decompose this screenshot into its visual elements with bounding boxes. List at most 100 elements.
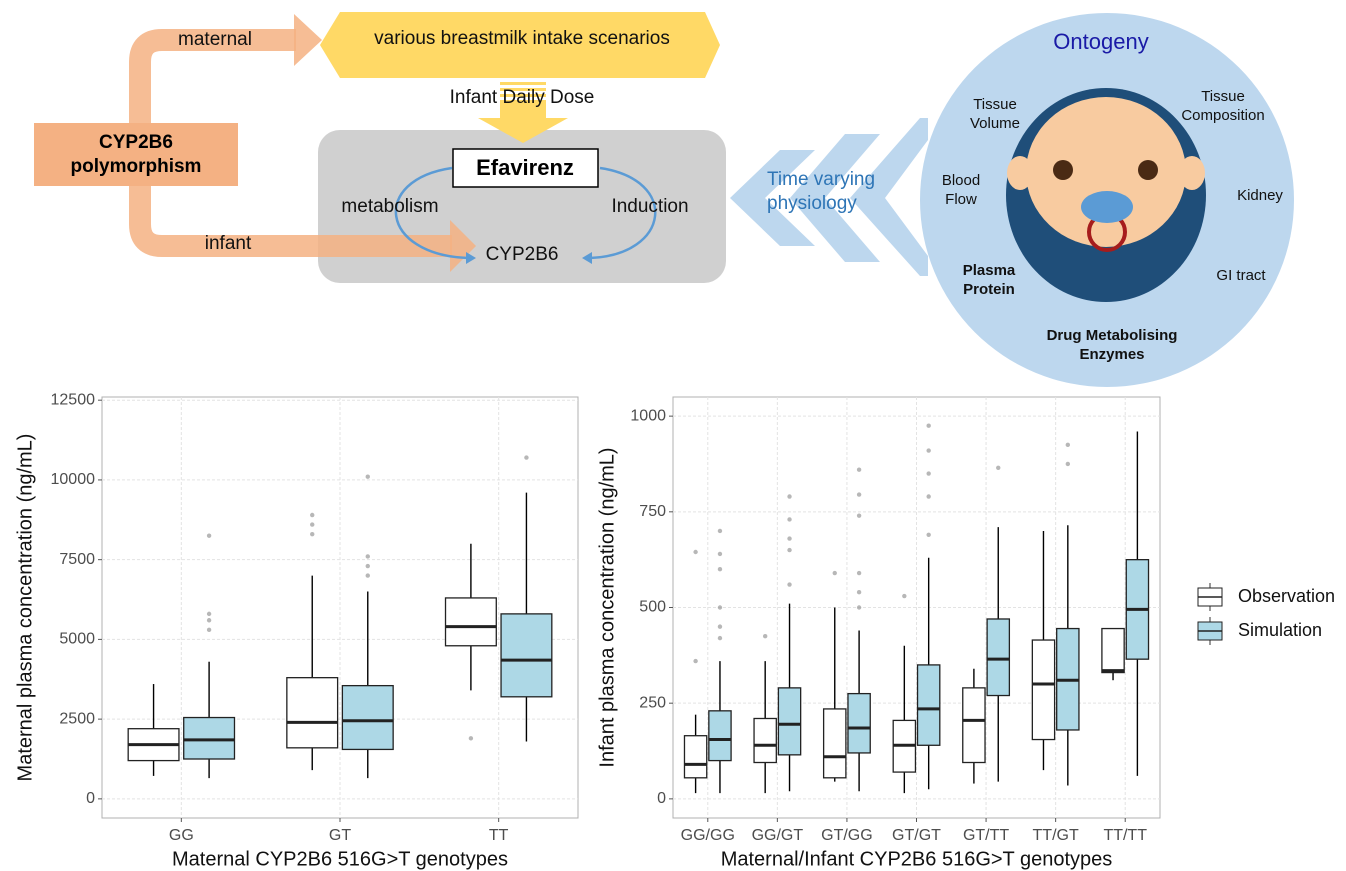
outlier <box>310 522 314 526</box>
legend-label: Simulation <box>1238 620 1322 640</box>
outlier <box>787 494 791 498</box>
outlier <box>763 634 767 638</box>
x-tick-label: GG/GG <box>681 827 735 844</box>
outlier <box>718 552 722 556</box>
box <box>501 614 552 697</box>
arrow-head <box>294 14 322 66</box>
outlier <box>718 636 722 640</box>
y-tick-label: 0 <box>657 790 666 807</box>
outlier <box>207 618 211 622</box>
box <box>1032 640 1054 740</box>
outlier <box>366 573 370 577</box>
x-tick-label: TT/GT <box>1033 827 1079 844</box>
x-axis-label: Maternal CYP2B6 516G>T genotypes <box>172 848 508 870</box>
outlier <box>207 534 211 538</box>
box <box>287 678 338 748</box>
outlier <box>787 582 791 586</box>
box <box>963 688 985 763</box>
ontogeny-label: BloodFlow <box>942 172 980 208</box>
x-tick-label: TT <box>489 827 509 844</box>
canvas: CYP2B6polymorphism maternal infant vario… <box>0 0 1346 871</box>
outlier <box>718 624 722 628</box>
outlier <box>926 424 930 428</box>
x-tick-label: GT/TT <box>963 827 1009 844</box>
y-tick-label: 2500 <box>59 710 95 727</box>
outlier <box>1066 462 1070 466</box>
x-tick-label: GG/GT <box>752 827 804 844</box>
face <box>1026 97 1186 247</box>
outlier <box>207 612 211 616</box>
ontogeny-title: Ontogeny <box>1053 29 1148 54</box>
outlier <box>718 529 722 533</box>
maternal-arrow <box>140 40 296 123</box>
y-tick-label: 0 <box>86 790 95 807</box>
box <box>824 709 846 778</box>
box <box>754 718 776 762</box>
x-tick-label: GG <box>169 827 194 844</box>
x-tick-label: GT/GG <box>821 827 873 844</box>
dose-label: Infant Daily Dose <box>450 87 595 108</box>
y-tick-label: 1000 <box>630 407 666 424</box>
outlier <box>857 513 861 517</box>
box <box>1102 629 1124 673</box>
y-tick-label: 500 <box>639 599 666 616</box>
infant-label: infant <box>205 233 252 254</box>
y-axis-label: Maternal plasma concentration (ng/mL) <box>14 434 36 782</box>
metabolism-label: metabolism <box>341 196 438 217</box>
box <box>446 598 497 646</box>
outlier <box>833 571 837 575</box>
outlier <box>857 590 861 594</box>
outlier <box>857 492 861 496</box>
box <box>184 718 235 759</box>
box <box>987 619 1009 696</box>
eye <box>1053 160 1073 180</box>
scenario-label: various breastmilk intake scenarios <box>374 28 670 49</box>
y-axis-label: Infant plasma concentration (ng/mL) <box>596 447 618 767</box>
box <box>848 694 870 753</box>
outlier <box>366 554 370 558</box>
outlier <box>207 628 211 632</box>
outlier <box>524 455 528 459</box>
x-tick-label: GT/GT <box>892 827 941 844</box>
outlier <box>857 571 861 575</box>
ontogeny-label: Kidney <box>1237 187 1283 204</box>
outlier <box>1066 443 1070 447</box>
box <box>342 686 393 750</box>
outlier <box>693 550 697 554</box>
outlier <box>469 736 473 740</box>
box <box>709 711 731 761</box>
x-tick-label: GT <box>329 827 351 844</box>
box <box>778 688 800 755</box>
outlier <box>996 466 1000 470</box>
drug-label: Efavirenz <box>476 155 574 180</box>
outlier <box>926 533 930 537</box>
pacifier <box>1081 191 1133 223</box>
outlier <box>310 532 314 536</box>
outlier <box>366 475 370 479</box>
outlier <box>926 471 930 475</box>
outlier <box>718 605 722 609</box>
induction-label: Induction <box>611 196 688 217</box>
outlier <box>310 513 314 517</box>
outlier <box>926 494 930 498</box>
eye <box>1138 160 1158 180</box>
outlier <box>787 536 791 540</box>
box <box>918 665 940 745</box>
outlier <box>718 567 722 571</box>
outlier <box>366 564 370 568</box>
y-tick-label: 250 <box>639 694 666 711</box>
legend-label: Observation <box>1238 586 1335 606</box>
outlier <box>857 468 861 472</box>
ontogeny-label: GI tract <box>1216 267 1266 284</box>
box <box>684 736 706 778</box>
maternal-label: maternal <box>178 29 252 50</box>
x-tick-label: TT/TT <box>1103 827 1147 844</box>
y-tick-label: 7500 <box>59 551 95 568</box>
x-axis-label: Maternal/Infant CYP2B6 516G>T genotypes <box>721 848 1113 870</box>
y-tick-label: 5000 <box>59 631 95 648</box>
enzyme-label: CYP2B6 <box>486 244 559 265</box>
y-tick-label: 750 <box>639 503 666 520</box>
outlier <box>926 448 930 452</box>
